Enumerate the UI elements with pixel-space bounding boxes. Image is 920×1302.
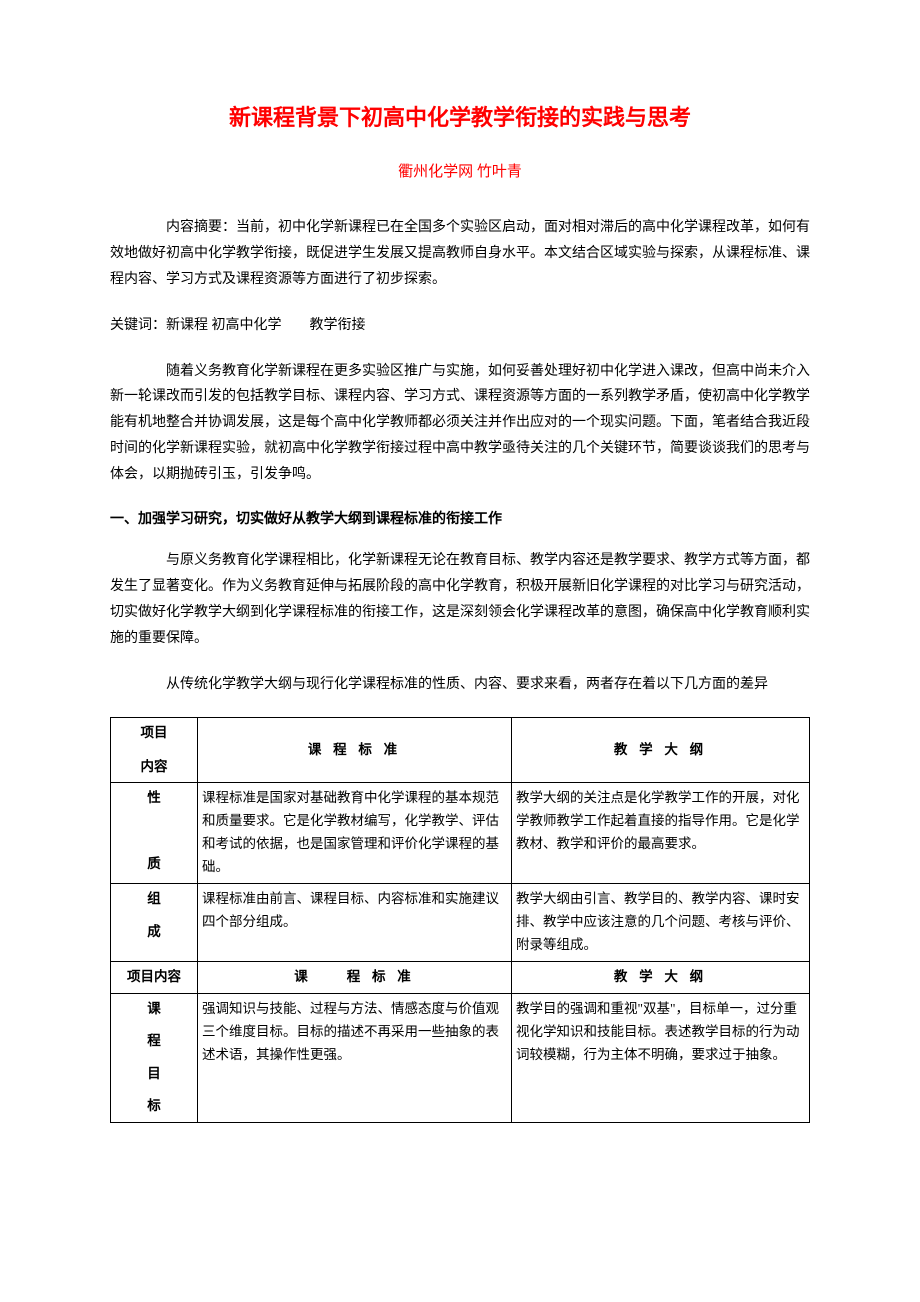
header-cell-standard: 课 程 标 准 bbox=[198, 718, 512, 783]
cell-syllabus: 教学大纲的关注点是化学教学工作的开展，对化学教师教学工作起着直接的指导作用。它是… bbox=[512, 783, 810, 884]
row-label-goal: 课 程 目 标 bbox=[111, 993, 198, 1122]
table-row: 性 质 课程标准是国家对基础教育中化学课程的基本规范和质量要求。它是化学教材编写… bbox=[111, 783, 810, 884]
body-paragraph-1: 与原义务教育化学课程相比，化学新课程无论在教育目标、教学内容还是教学要求、教学方… bbox=[110, 548, 810, 652]
label-char: 程 bbox=[147, 1030, 161, 1053]
label-char: 性 bbox=[147, 787, 161, 810]
section-heading-1: 一、加强学习研究，切实做好从教学大纲到课程标准的衔接工作 bbox=[110, 508, 810, 528]
label-char: 课 bbox=[147, 998, 161, 1021]
abstract-paragraph: 内容摘要：当前，初中化学新课程已在全国多个实验区启动，面对相对滞后的高中化学课程… bbox=[110, 215, 810, 293]
subheader-cell-syllabus: 教 学 大 纲 bbox=[512, 962, 810, 994]
intro-paragraph: 随着义务教育化学新课程在更多实验区推广与实施，如何妥善处理好初中化学进入课改，但… bbox=[110, 359, 810, 488]
header-cell-item: 项目 内容 bbox=[111, 718, 198, 783]
subheader-cell-standard: 课 程 标 准 bbox=[198, 962, 512, 994]
cell-standard: 强调知识与技能、过程与方法、情感态度与价值观三个维度目标。目标的描述不再采用一些… bbox=[198, 993, 512, 1122]
cell-syllabus: 教学大纲由引言、教学目的、教学内容、课时安排、教学中应该注意的几个问题、考核与评… bbox=[512, 884, 810, 962]
header-item-top: 项目 bbox=[141, 722, 168, 745]
cell-standard: 课程标准是国家对基础教育中化学课程的基本规范和质量要求。它是化学教材编写，化学教… bbox=[198, 783, 512, 884]
label-char: 质 bbox=[147, 853, 161, 876]
keywords-line: 关键词：新课程 初高中化学 教学衔接 bbox=[110, 313, 810, 339]
row-label-compose: 组 成 bbox=[111, 884, 198, 962]
header-item-bottom: 内容 bbox=[141, 756, 168, 779]
table-header-row: 项目 内容 课 程 标 准 教 学 大 纲 bbox=[111, 718, 810, 783]
label-char: 目 bbox=[147, 1063, 161, 1086]
table-row: 课 程 目 标 强调知识与技能、过程与方法、情感态度与价值观三个维度目标。目标的… bbox=[111, 993, 810, 1122]
label-char: 成 bbox=[147, 921, 161, 944]
cell-syllabus: 教学目的强调和重视"双基"，目标单一，过分重视化学知识和技能目标。表述教学目标的… bbox=[512, 993, 810, 1122]
subheader-cell-item: 项目内容 bbox=[111, 962, 198, 994]
document-page: 新课程背景下初高中化学教学衔接的实践与思考 衢州化学网 竹叶青 内容摘要：当前，… bbox=[0, 0, 920, 1183]
comparison-table: 项目 内容 课 程 标 准 教 学 大 纲 性 质 课程标准是国家对基础教育中化… bbox=[110, 717, 810, 1123]
row-label-nature: 性 质 bbox=[111, 783, 198, 884]
cell-standard: 课程标准由前言、课程目标、内容标准和实施建议四个部分组成。 bbox=[198, 884, 512, 962]
document-subtitle: 衢州化学网 竹叶青 bbox=[110, 160, 810, 181]
header-cell-syllabus: 教 学 大 纲 bbox=[512, 718, 810, 783]
body-paragraph-2: 从传统化学教学大纲与现行化学课程标准的性质、内容、要求来看，两者存在着以下几方面… bbox=[110, 672, 810, 698]
document-title: 新课程背景下初高中化学教学衔接的实践与思考 bbox=[110, 100, 810, 132]
label-char: 组 bbox=[147, 888, 161, 911]
table-row: 组 成 课程标准由前言、课程目标、内容标准和实施建议四个部分组成。 教学大纲由引… bbox=[111, 884, 810, 962]
table-subheader-row: 项目内容 课 程 标 准 教 学 大 纲 bbox=[111, 962, 810, 994]
label-char: 标 bbox=[147, 1095, 161, 1118]
